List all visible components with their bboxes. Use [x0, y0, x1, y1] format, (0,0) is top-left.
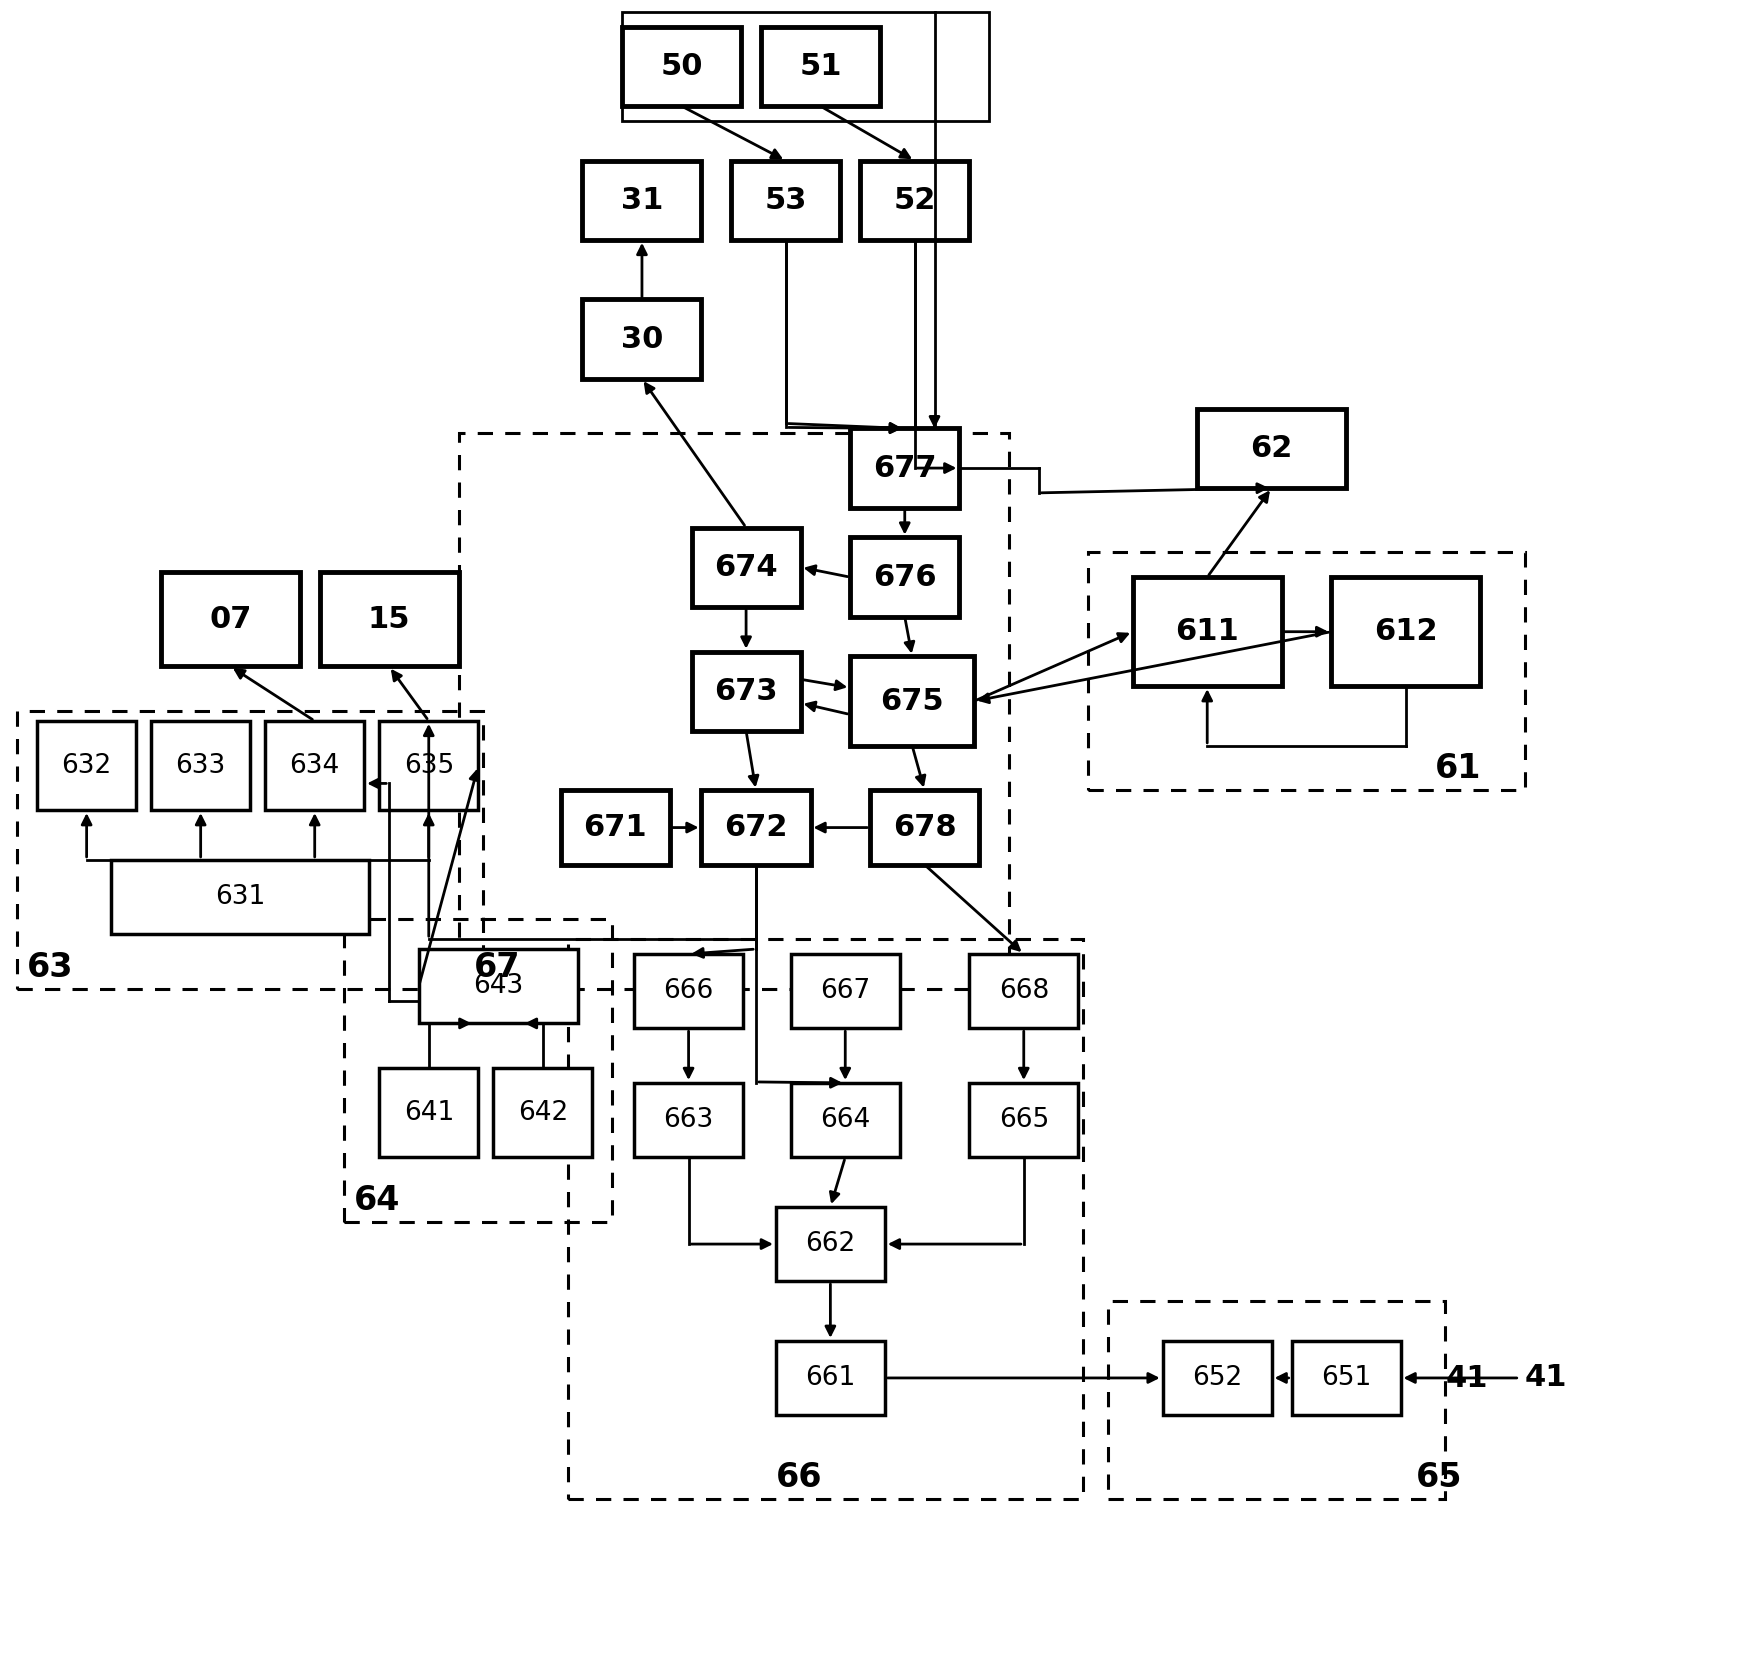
Text: 635: 635	[403, 753, 454, 778]
Text: 678: 678	[894, 813, 957, 842]
Text: 632: 632	[61, 753, 112, 778]
Text: 674: 674	[715, 553, 778, 581]
Bar	[701, 790, 811, 865]
Text: 675: 675	[881, 686, 944, 716]
Text: 643: 643	[473, 974, 524, 999]
Text: 41: 41	[1445, 1364, 1487, 1393]
Text: 51: 51	[799, 52, 841, 80]
Text: 53: 53	[764, 185, 808, 215]
Text: 633: 633	[175, 753, 226, 778]
Text: 52: 52	[894, 185, 936, 215]
Bar	[692, 528, 801, 606]
Text: 31: 31	[620, 185, 664, 215]
Text: 65: 65	[1416, 1461, 1461, 1495]
Text: 642: 642	[517, 1099, 568, 1126]
Text: 67: 67	[473, 950, 520, 984]
Bar	[969, 954, 1077, 1029]
Bar	[860, 160, 969, 240]
Text: 62: 62	[1251, 434, 1293, 463]
Text: 665: 665	[999, 1107, 1049, 1134]
Bar	[731, 160, 841, 240]
Bar	[319, 573, 459, 666]
Text: 631: 631	[215, 883, 266, 910]
Bar	[378, 1069, 478, 1157]
Bar	[1291, 1341, 1400, 1414]
Bar	[151, 721, 251, 810]
Bar	[871, 790, 979, 865]
Text: 661: 661	[806, 1364, 855, 1391]
Bar	[459, 434, 1009, 989]
Bar	[692, 651, 801, 731]
Text: 662: 662	[806, 1231, 855, 1258]
Bar	[1107, 1301, 1445, 1500]
Text: 641: 641	[403, 1099, 454, 1126]
Bar	[850, 538, 960, 616]
Bar	[582, 299, 701, 379]
Bar	[850, 429, 960, 508]
Bar	[1197, 409, 1346, 488]
Bar	[634, 954, 743, 1029]
Bar	[582, 160, 701, 240]
Text: 677: 677	[872, 454, 937, 483]
Bar	[161, 573, 300, 666]
Bar	[634, 1082, 743, 1157]
Text: 61: 61	[1435, 753, 1482, 785]
Text: 611: 611	[1176, 618, 1239, 646]
Text: 666: 666	[664, 979, 713, 1004]
Text: 671: 671	[583, 813, 646, 842]
Bar	[494, 1069, 592, 1157]
Text: 676: 676	[872, 563, 937, 591]
Bar	[378, 721, 478, 810]
Text: 64: 64	[354, 1184, 401, 1217]
Text: 667: 667	[820, 979, 871, 1004]
Bar	[622, 12, 990, 120]
Text: 673: 673	[715, 676, 778, 706]
Bar	[1163, 1341, 1272, 1414]
Text: 672: 672	[724, 813, 788, 842]
Text: 664: 664	[820, 1107, 871, 1134]
Text: 07: 07	[208, 605, 252, 635]
Bar	[568, 939, 1083, 1500]
Bar	[18, 711, 484, 989]
Bar	[969, 1082, 1077, 1157]
Bar	[790, 1082, 901, 1157]
Bar	[776, 1207, 885, 1281]
Text: 50: 50	[661, 52, 703, 80]
Bar	[265, 721, 364, 810]
Text: 612: 612	[1374, 618, 1437, 646]
Bar	[37, 721, 137, 810]
Bar	[561, 790, 669, 865]
Bar	[419, 949, 578, 1024]
Text: 634: 634	[289, 753, 340, 778]
Bar	[112, 860, 370, 934]
Bar	[1088, 553, 1524, 790]
Text: 651: 651	[1321, 1364, 1372, 1391]
Bar	[760, 27, 880, 107]
Bar	[345, 919, 611, 1222]
Text: 663: 663	[664, 1107, 713, 1134]
Bar	[776, 1341, 885, 1414]
Bar	[1332, 578, 1480, 686]
Text: 652: 652	[1191, 1364, 1242, 1391]
Bar	[622, 27, 741, 107]
Bar	[1134, 578, 1282, 686]
Text: 63: 63	[26, 950, 74, 984]
Text: 30: 30	[620, 324, 664, 354]
Text: 668: 668	[999, 979, 1049, 1004]
Bar	[850, 656, 974, 746]
Text: 41: 41	[1524, 1363, 1566, 1393]
Text: 15: 15	[368, 605, 410, 635]
Bar	[790, 954, 901, 1029]
Text: 66: 66	[776, 1461, 822, 1495]
